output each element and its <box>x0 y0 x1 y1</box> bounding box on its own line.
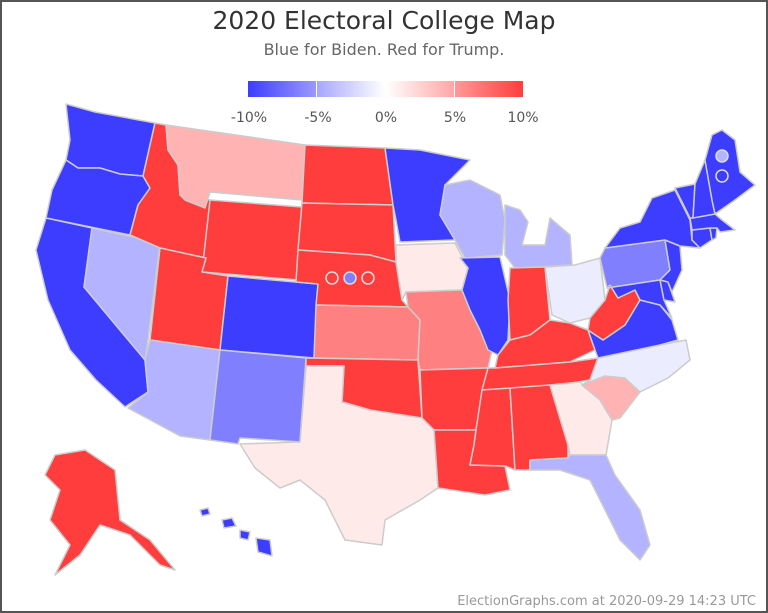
state-WY[interactable] <box>201 199 303 281</box>
state-HI[interactable] <box>199 507 273 557</box>
district-marker[interactable] <box>343 271 357 285</box>
state-MI[interactable] <box>504 204 573 269</box>
legend-color-bar <box>248 81 523 97</box>
state-IL[interactable] <box>459 256 511 356</box>
legend-tick: -5% <box>304 110 332 126</box>
state-WA[interactable] <box>65 103 156 177</box>
footer-credit: ElectionGraphs.com at 2020-09-29 14:23 U… <box>457 594 756 609</box>
district-marker[interactable] <box>361 271 375 285</box>
state-NM[interactable] <box>209 349 307 445</box>
district-marker[interactable] <box>715 169 729 183</box>
state-MT[interactable] <box>165 124 306 209</box>
map-title: 2020 Electoral College Map <box>212 6 556 35</box>
state-WI[interactable] <box>439 179 506 259</box>
state-CO[interactable] <box>219 275 319 359</box>
state-AK[interactable] <box>44 449 176 576</box>
maine-district-markers <box>715 149 729 183</box>
state-FL[interactable] <box>529 454 651 561</box>
state-TX[interactable] <box>239 365 439 546</box>
map-subtitle: Blue for Biden. Red for Trump. <box>263 40 505 59</box>
legend-tick: 10% <box>507 110 539 126</box>
state-ME[interactable] <box>704 129 756 215</box>
state-KS[interactable] <box>313 304 421 361</box>
district-marker[interactable] <box>715 149 729 163</box>
district-marker[interactable] <box>325 271 339 285</box>
state-ND[interactable] <box>301 144 394 206</box>
state-MA[interactable] <box>689 213 736 233</box>
state-NC[interactable] <box>581 339 691 393</box>
legend-tick: -10% <box>230 110 268 126</box>
nebraska-district-markers <box>325 271 375 285</box>
legend-tick: 0% <box>374 110 398 126</box>
state-NJ[interactable] <box>659 239 683 293</box>
state-RI[interactable] <box>709 227 718 241</box>
legend-tick: 5% <box>443 110 467 126</box>
